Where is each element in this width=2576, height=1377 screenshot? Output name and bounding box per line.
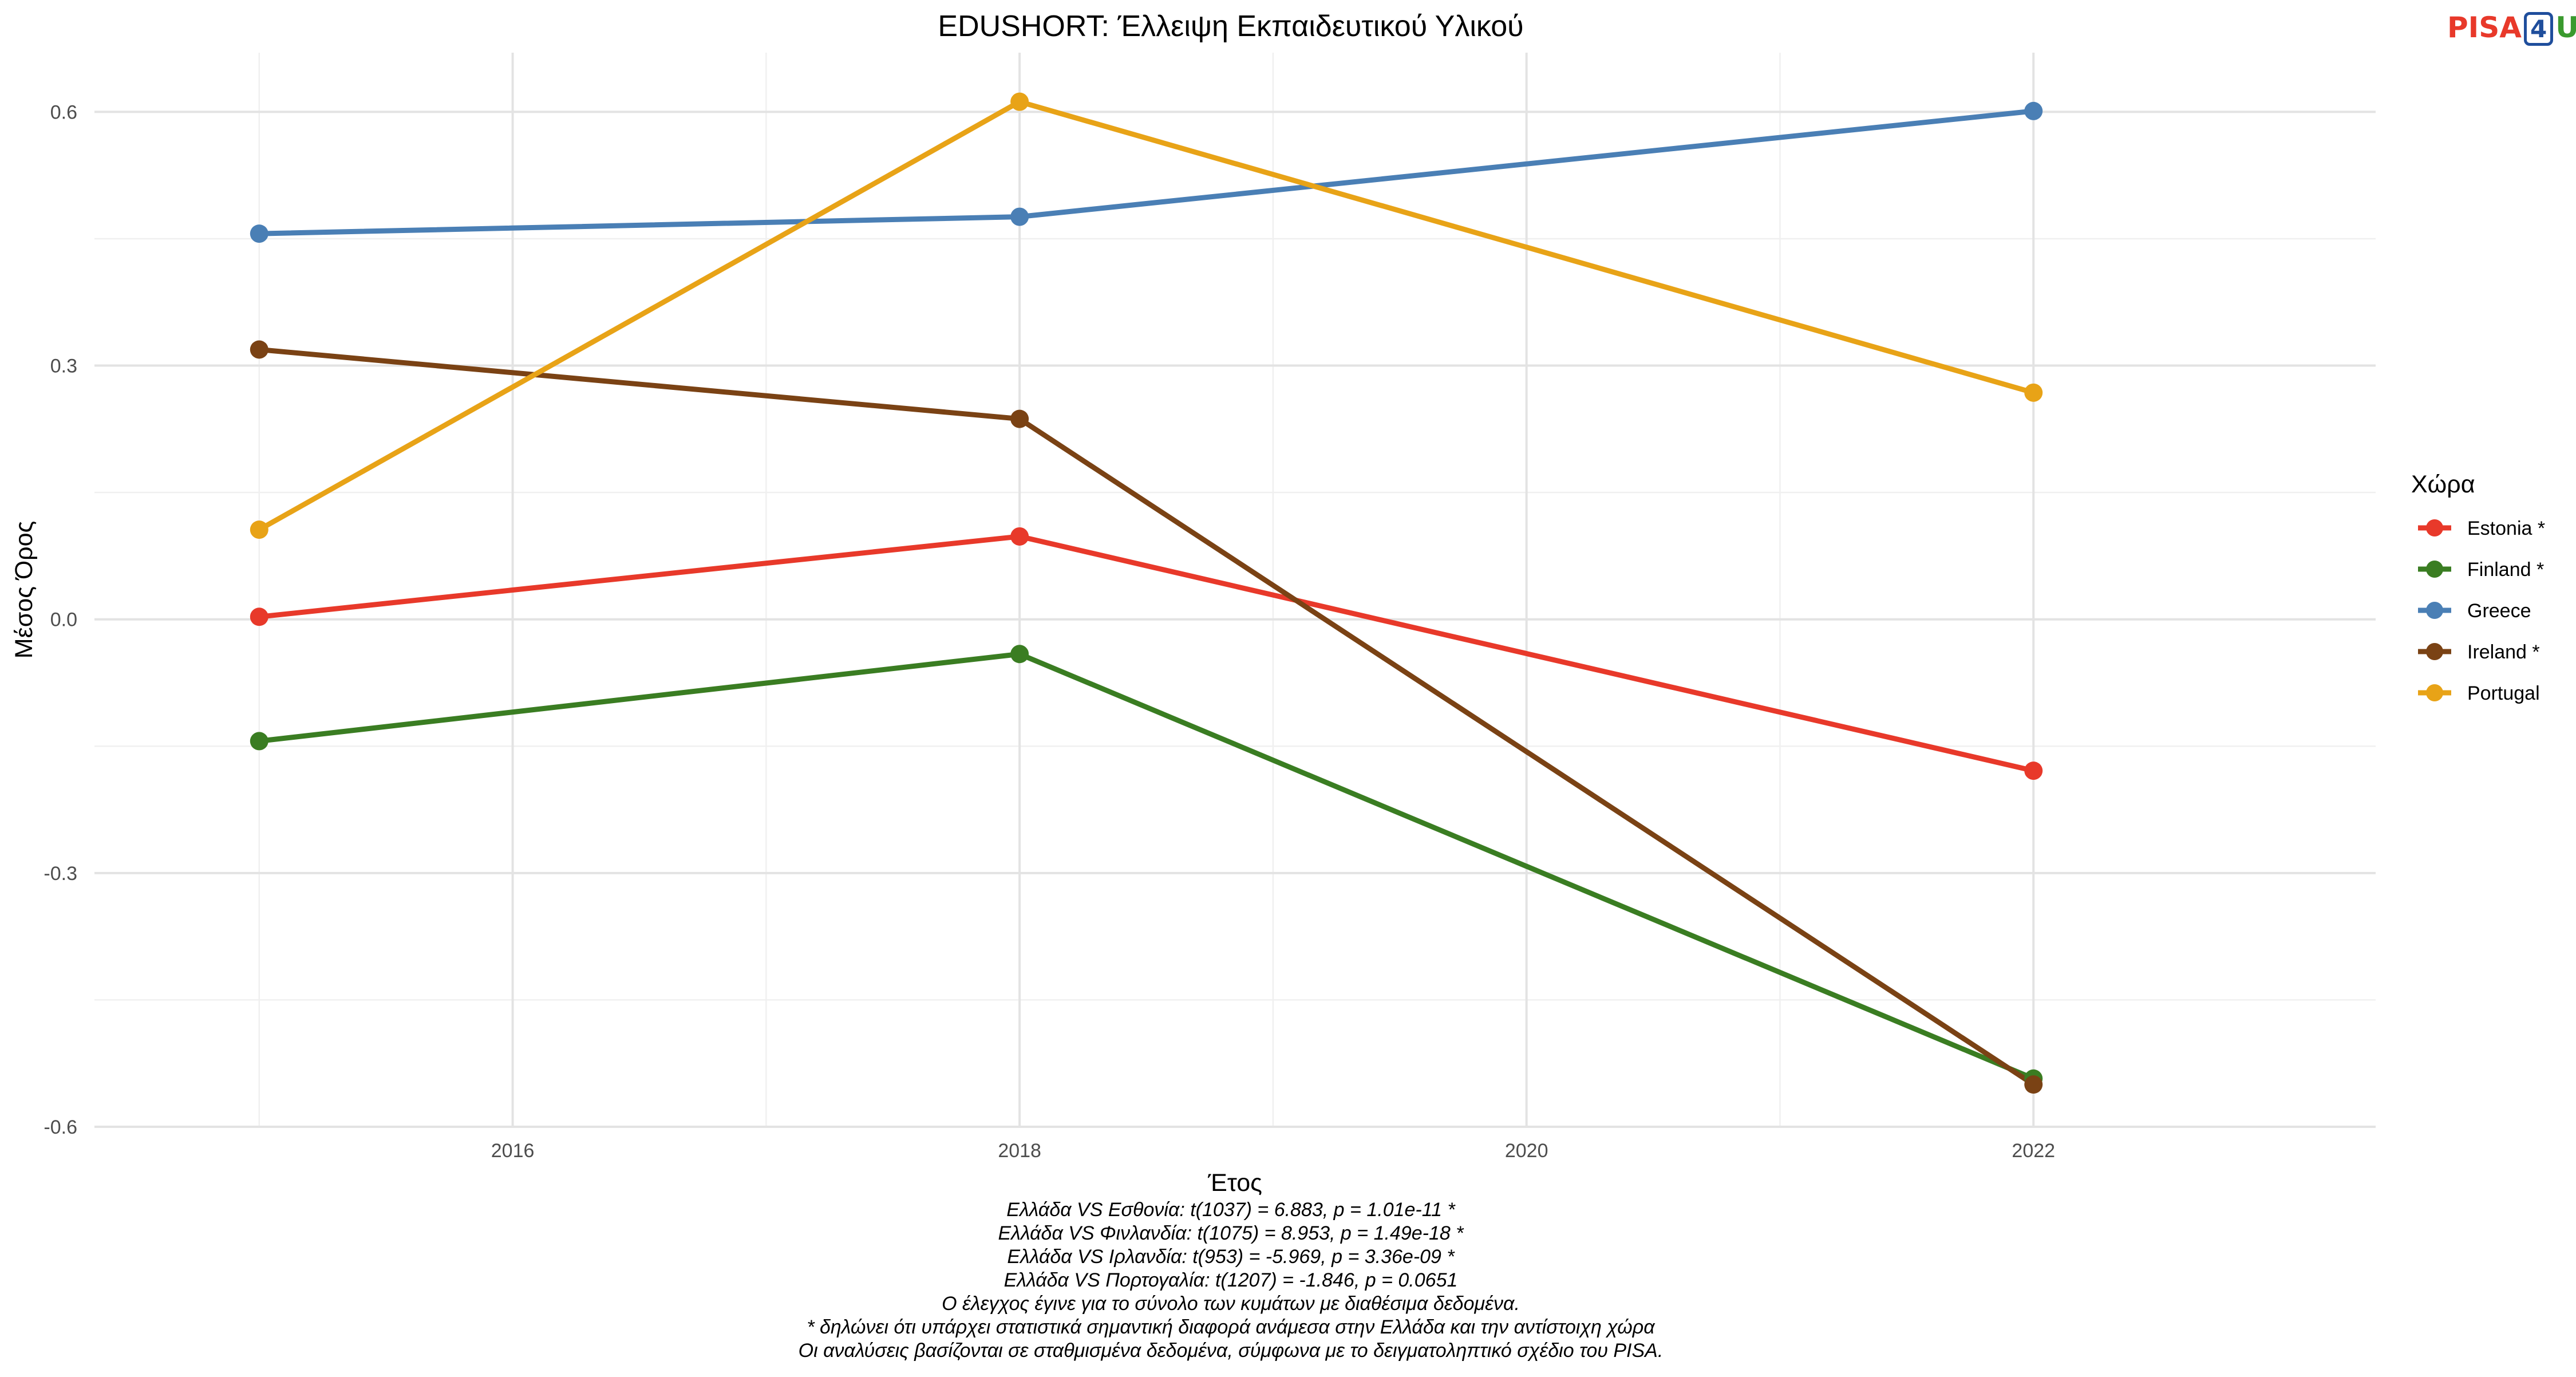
legend-marker (2426, 684, 2443, 701)
data-point (2024, 762, 2043, 780)
data-point (1010, 207, 1029, 226)
legend-label: Finland * (2467, 559, 2544, 581)
legend-label: Ireland * (2467, 641, 2540, 663)
x-tick-label: 2018 (998, 1140, 1041, 1162)
y-tick-label: 0.3 (50, 356, 77, 377)
y-tick-label: 0.0 (50, 609, 77, 631)
y-tick-label: -0.3 (44, 863, 77, 885)
series-line (256, 108, 2036, 236)
data-point (250, 340, 268, 359)
logo-text-u: U (2555, 11, 2576, 44)
data-point (250, 607, 268, 626)
caption-line: * δηλώνει ότι υπάρχει στατιστικά σημαντι… (807, 1316, 1656, 1338)
data-point (2024, 383, 2043, 402)
legend-label: Portugal (2467, 682, 2540, 704)
x-tick-label: 2020 (1505, 1140, 1548, 1162)
data-point (2024, 101, 2043, 120)
y-axis-title: Μέσος Όρος (10, 521, 38, 659)
caption-line: Οι αναλύσεις βασίζονται σε σταθμισμένα δ… (799, 1340, 1664, 1362)
legend-marker (2426, 561, 2443, 578)
series-line (256, 651, 2036, 1082)
legend-label: Greece (2467, 600, 2531, 622)
chart-title: EDUSHORT: Έλλειψη Εκπαιδευτικού Υλικού (938, 10, 1523, 43)
legend-marker (2426, 602, 2443, 619)
logo-text-4: 4 (2523, 12, 2554, 46)
data-point (2024, 1075, 2043, 1094)
data-point (250, 732, 268, 751)
logo-text-pisa: PISA (2447, 11, 2522, 44)
caption-line: Ελλάδα VS Φινλανδία: t(1075) = 8.953, p … (998, 1222, 1465, 1244)
x-tick-label: 2016 (491, 1140, 535, 1162)
x-axis-title: Έτος (1207, 1169, 1262, 1197)
caption-line: Ελλάδα VS Ιρλανδία: t(953) = -5.969, p =… (1007, 1246, 1455, 1268)
data-point (1010, 409, 1029, 428)
legend-title: Χώρα (2411, 471, 2475, 498)
data-point (250, 520, 268, 539)
x-tick-label: 2022 (2012, 1140, 2055, 1162)
caption-line: Ελλάδα VS Εσθονία: t(1037) = 6.883, p = … (1006, 1199, 1456, 1221)
y-tick-label: -0.6 (44, 1116, 77, 1138)
data-point (1010, 92, 1029, 111)
series-line (256, 99, 2036, 532)
caption-line: Ελλάδα VS Πορτογαλία: t(1207) = -1.846, … (1004, 1269, 1458, 1291)
y-tick-label: 0.6 (50, 101, 77, 123)
pisa4u-logo: PISA 4 U (2447, 10, 2576, 46)
legend-marker (2426, 519, 2443, 536)
series-line (256, 347, 2036, 1087)
caption-line: Ο έλεγχος έγινε για το σύνολο των κυμάτω… (942, 1293, 1520, 1315)
series-line (256, 534, 2036, 774)
data-point (1010, 527, 1029, 546)
legend-marker (2426, 643, 2443, 660)
legend-label: Estonia * (2467, 518, 2545, 539)
data-point (250, 224, 268, 243)
data-point (1010, 645, 1029, 664)
